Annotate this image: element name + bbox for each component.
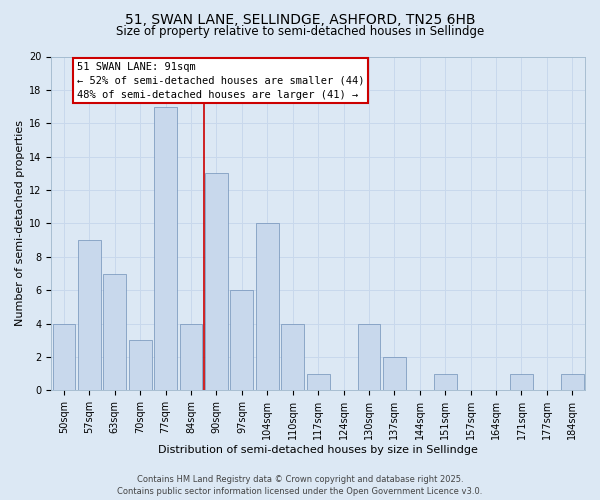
Bar	[358, 324, 380, 390]
Bar	[154, 106, 177, 391]
Bar	[307, 374, 329, 390]
Bar	[256, 224, 279, 390]
Bar	[78, 240, 101, 390]
Bar	[129, 340, 152, 390]
Bar	[510, 374, 533, 390]
Text: 51, SWAN LANE, SELLINDGE, ASHFORD, TN25 6HB: 51, SWAN LANE, SELLINDGE, ASHFORD, TN25 …	[125, 12, 475, 26]
Bar	[281, 324, 304, 390]
Text: Size of property relative to semi-detached houses in Sellindge: Size of property relative to semi-detach…	[116, 25, 484, 38]
Bar	[230, 290, 253, 390]
Bar	[434, 374, 457, 390]
X-axis label: Distribution of semi-detached houses by size in Sellindge: Distribution of semi-detached houses by …	[158, 445, 478, 455]
Bar	[103, 274, 126, 390]
Text: Contains HM Land Registry data © Crown copyright and database right 2025.
Contai: Contains HM Land Registry data © Crown c…	[118, 475, 482, 496]
Bar	[561, 374, 584, 390]
Y-axis label: Number of semi-detached properties: Number of semi-detached properties	[15, 120, 25, 326]
Bar	[205, 174, 228, 390]
Bar	[383, 357, 406, 390]
Bar	[53, 324, 76, 390]
Text: 51 SWAN LANE: 91sqm
← 52% of semi-detached houses are smaller (44)
48% of semi-d: 51 SWAN LANE: 91sqm ← 52% of semi-detach…	[77, 62, 364, 100]
Bar	[179, 324, 202, 390]
